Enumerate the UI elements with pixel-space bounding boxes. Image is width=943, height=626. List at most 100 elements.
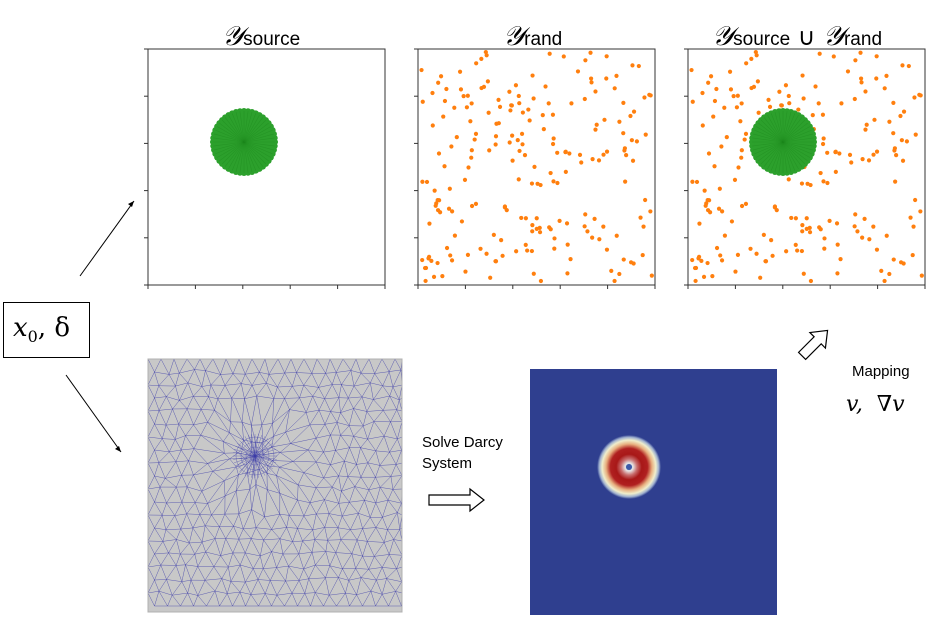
mesh-refine-edge [239, 440, 256, 457]
mesh-edge [201, 491, 208, 504]
rand-point [483, 49, 488, 55]
mesh-edge [347, 476, 361, 478]
mesh-edge [263, 538, 280, 541]
rand-point [601, 224, 606, 229]
rand-point [710, 274, 715, 279]
mesh-edge [261, 424, 264, 443]
mesh-edge [329, 565, 339, 578]
mesh-edge [154, 396, 167, 399]
mesh-edge [397, 512, 401, 530]
mesh-edge [204, 525, 216, 539]
mesh-edge [315, 592, 324, 607]
mesh-edge [341, 491, 350, 503]
mesh-edge [338, 503, 343, 517]
mesh-edge [279, 527, 287, 539]
mesh-edge [180, 513, 187, 530]
rand-point [772, 204, 778, 209]
mesh-edge [375, 465, 381, 478]
mesh-edge [368, 569, 377, 581]
rand-point [447, 186, 452, 191]
mesh-edge [185, 424, 194, 436]
mesh-edge [181, 581, 188, 594]
rand-point [735, 252, 741, 257]
mesh-edge [147, 553, 155, 568]
mesh-edge [255, 469, 260, 485]
source-ray [770, 141, 784, 171]
mesh-edge [350, 528, 363, 530]
rand-point [454, 135, 459, 140]
mesh-edge [309, 424, 317, 439]
mesh-edge [241, 422, 244, 441]
mesh-edge [158, 410, 167, 426]
source-ray [782, 141, 796, 171]
mesh-edge [388, 539, 394, 555]
rand-point [555, 180, 560, 186]
mesh-edge [276, 567, 286, 582]
mesh-edge [264, 580, 271, 594]
mesh-edge [315, 564, 326, 578]
mesh-edge [175, 461, 182, 476]
mesh-edge [362, 590, 372, 607]
mesh-edge [361, 396, 368, 412]
mesh-refine-edge [254, 455, 259, 478]
rand-point [438, 210, 443, 215]
rand-point [517, 148, 522, 154]
rand-point [753, 49, 758, 55]
rand-point [546, 101, 551, 106]
rand-point [617, 271, 622, 277]
source-ray [217, 141, 245, 158]
mesh-edge [247, 458, 255, 474]
mesh-edge [341, 515, 351, 530]
rand-point [852, 224, 857, 229]
rand-point [530, 229, 535, 234]
rand-point [493, 134, 499, 139]
mesh-refine-edge [251, 434, 256, 457]
mesh-edge [286, 527, 293, 542]
mesh-edge [238, 513, 244, 530]
rand-point [623, 179, 628, 184]
mesh-edge [154, 579, 160, 592]
rand-point [472, 137, 477, 142]
mesh-edge [187, 580, 192, 594]
mesh-edge [193, 474, 203, 492]
rand-points [419, 49, 654, 284]
rand-point [800, 222, 805, 228]
mesh-edge [341, 502, 350, 517]
mesh-edge [192, 514, 201, 529]
mesh-edge [194, 554, 199, 567]
mesh-edge [351, 553, 356, 569]
mesh-edge [360, 358, 370, 374]
mesh-edge [308, 449, 324, 453]
mesh-edge [312, 513, 317, 530]
mesh-edge [350, 529, 358, 541]
mesh-edge [336, 370, 352, 373]
mesh-edge [292, 541, 300, 555]
source-ray [782, 111, 792, 143]
mesh-edge [208, 396, 218, 400]
rand-point [527, 118, 532, 123]
mesh-edge [264, 593, 272, 607]
mesh-edge [171, 581, 183, 596]
mesh-edge [303, 472, 317, 488]
rand-point [696, 256, 701, 261]
mesh-edge [305, 396, 313, 413]
source-ray [243, 111, 249, 143]
rand-point [816, 101, 821, 106]
mesh-edge [298, 568, 304, 581]
rand-point [796, 107, 801, 112]
mesh-edge [214, 410, 230, 433]
rand-point [441, 114, 446, 119]
rand-point [465, 93, 470, 98]
mesh-refine-edge [233, 452, 256, 457]
mesh-edge [279, 493, 298, 501]
mesh-edge [230, 564, 241, 582]
mesh-edge [311, 539, 315, 553]
mesh-edge [250, 593, 266, 595]
mesh-edge [285, 409, 290, 433]
mesh-edge [253, 555, 261, 569]
mesh-edge [205, 370, 221, 375]
rand-point [743, 201, 749, 206]
mesh-edge [308, 577, 326, 580]
mesh-edge [353, 436, 361, 448]
mesh-edge [214, 538, 221, 556]
